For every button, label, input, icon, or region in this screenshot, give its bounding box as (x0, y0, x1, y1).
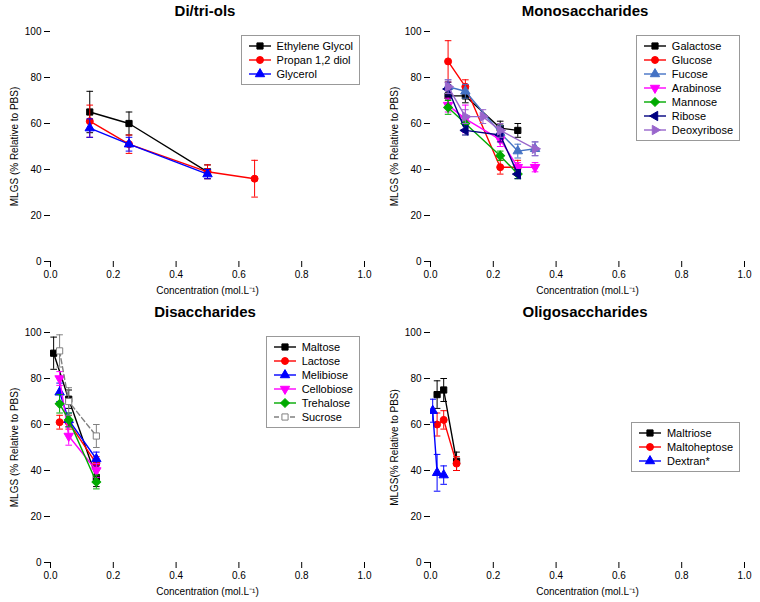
svg-text:0.6: 0.6 (612, 570, 626, 581)
html-text:Mannose: Mannose (671, 96, 718, 108)
svg-text:0.8: 0.8 (295, 570, 309, 581)
svg-text:0.8: 0.8 (295, 269, 309, 280)
svg-text:0.2: 0.2 (486, 269, 500, 280)
html-text:Deoxyribose: Deoxyribose (671, 124, 733, 136)
svg-text:20: 20 (410, 210, 422, 221)
svg-text:20: 20 (30, 210, 42, 221)
html-text:Ribose: Ribose (671, 110, 707, 122)
html-text:Maltose: Maltose (301, 341, 341, 353)
html-text:Glucose: Glucose (671, 54, 713, 66)
html-text:Melibiose: Melibiose (301, 369, 349, 381)
svg-text:60: 60 (410, 419, 422, 430)
html-text:Glycerol: Glycerol (276, 68, 317, 80)
svg-text:0: 0 (36, 256, 42, 267)
svg-text:0.2: 0.2 (486, 570, 500, 581)
svg-text:40: 40 (30, 465, 42, 476)
svg-text:0: 0 (416, 557, 422, 568)
svg-text:1.0: 1.0 (738, 269, 752, 280)
svg-text:0.0: 0.0 (44, 570, 58, 581)
svg-text:80: 80 (410, 72, 422, 83)
svg-text:20: 20 (410, 511, 422, 522)
html-text:Maltoheptose: Maltoheptose (667, 441, 733, 453)
svg-text:60: 60 (30, 419, 42, 430)
svg-text:MLGS(% Relative to PBS): MLGS(% Relative to PBS) (389, 389, 400, 506)
html-text:Oligosaccharides: Oligosaccharides (522, 303, 648, 320)
html-text:Lactose: Lactose (301, 355, 341, 367)
svg-text:1.0: 1.0 (738, 570, 752, 581)
html-text:Cellobiose: Cellobiose (301, 383, 353, 395)
html-text:Arabinose: Arabinose (671, 82, 722, 94)
svg-text:0.4: 0.4 (549, 570, 563, 581)
svg-text:MLGS (% Relative to PBS): MLGS (% Relative to PBS) (389, 87, 400, 206)
svg-text:0.2: 0.2 (106, 570, 120, 581)
svg-text:0: 0 (36, 557, 42, 568)
svg-text:100: 100 (405, 26, 422, 37)
svg-text:MLGS (% Relative to PBS): MLGS (% Relative to PBS) (9, 87, 20, 206)
svg-text:1.0: 1.0 (358, 269, 372, 280)
svg-text:100: 100 (25, 26, 42, 37)
html-text:Propan 1,2 diol: Propan 1,2 diol (276, 54, 351, 66)
html-text:Disaccharides: Disaccharides (154, 303, 256, 320)
svg-text:0.0: 0.0 (424, 269, 438, 280)
svg-text:60: 60 (410, 118, 422, 129)
svg-text:0: 0 (416, 256, 422, 267)
svg-text:0.4: 0.4 (549, 269, 563, 280)
svg-text:Concentration (mol.L⁻¹): Concentration (mol.L⁻¹) (536, 586, 638, 597)
html-text:Galactose: Galactose (671, 40, 722, 52)
svg-text:0.8: 0.8 (675, 570, 689, 581)
html-text:Dextran*: Dextran* (667, 455, 710, 467)
html-text:Ethylene Glycol: Ethylene Glycol (276, 40, 353, 52)
svg-text:0.4: 0.4 (169, 570, 183, 581)
svg-text:40: 40 (30, 164, 42, 175)
svg-text:20: 20 (30, 511, 42, 522)
svg-text:0.6: 0.6 (232, 269, 246, 280)
svg-text:40: 40 (410, 164, 422, 175)
svg-text:60: 60 (30, 118, 42, 129)
svg-text:Concentration (mol.L⁻¹): Concentration (mol.L⁻¹) (156, 285, 258, 296)
svg-text:Concentration (mol.L⁻¹): Concentration (mol.L⁻¹) (536, 285, 638, 296)
svg-text:0.6: 0.6 (612, 269, 626, 280)
html-text:Fucose: Fucose (671, 68, 708, 80)
svg-text:0.2: 0.2 (106, 269, 120, 280)
svg-text:80: 80 (410, 373, 422, 384)
html-text:Trehalose: Trehalose (301, 397, 351, 409)
svg-text:0.0: 0.0 (424, 570, 438, 581)
svg-text:80: 80 (30, 373, 42, 384)
svg-text:100: 100 (405, 327, 422, 338)
svg-text:80: 80 (30, 72, 42, 83)
html-text:Sucrose: Sucrose (301, 411, 342, 423)
svg-text:1.0: 1.0 (358, 570, 372, 581)
svg-text:0.4: 0.4 (169, 269, 183, 280)
html-text:Di/tri-ols: Di/tri-ols (174, 2, 236, 19)
svg-text:100: 100 (25, 327, 42, 338)
svg-text:MLGS (% Relative to PBS): MLGS (% Relative to PBS) (9, 388, 20, 507)
html-text:Monosaccharides: Monosaccharides (521, 2, 649, 19)
svg-text:0.0: 0.0 (44, 269, 58, 280)
svg-text:0.8: 0.8 (675, 269, 689, 280)
svg-text:40: 40 (410, 465, 422, 476)
svg-text:Concentration (mol.L⁻¹): Concentration (mol.L⁻¹) (156, 586, 258, 597)
svg-text:0.6: 0.6 (232, 570, 246, 581)
html-text:Maltriose: Maltriose (667, 427, 712, 439)
